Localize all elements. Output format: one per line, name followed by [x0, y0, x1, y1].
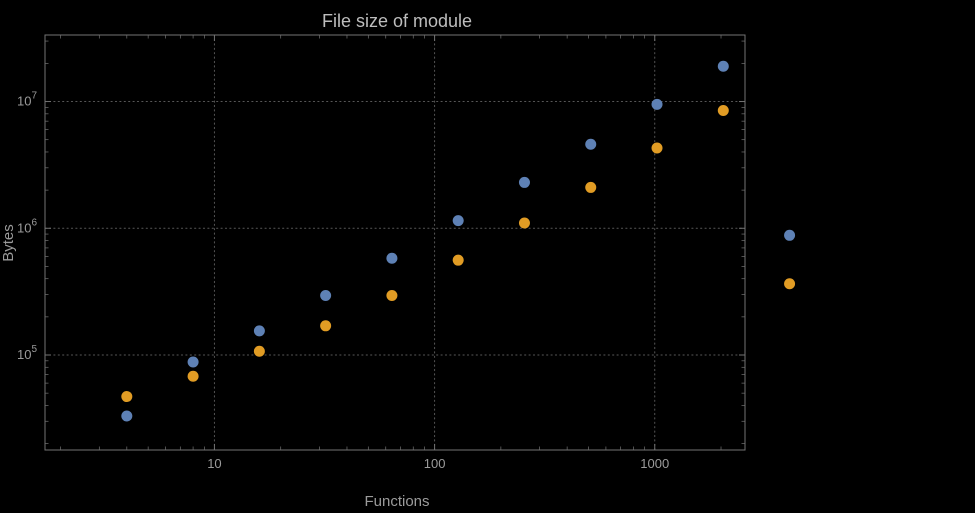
data-point [386, 289, 398, 301]
data-point [320, 289, 332, 301]
data-point [187, 356, 199, 368]
data-point [585, 138, 597, 150]
plot-frame [44, 34, 746, 451]
series-series2 [121, 104, 796, 403]
data-point [452, 215, 464, 227]
data-point [784, 229, 796, 241]
data-point [121, 410, 133, 422]
data-point [452, 254, 464, 266]
data-point [187, 370, 199, 382]
data-point [651, 98, 663, 110]
data-point [121, 391, 133, 403]
x-axis-label: Functions [364, 493, 429, 510]
data-points [121, 60, 796, 422]
y-tick-label: 107 [17, 91, 37, 109]
data-point [717, 60, 729, 72]
data-point [386, 252, 398, 264]
chart-title: File size of module [322, 11, 472, 31]
series-series1 [121, 60, 796, 422]
y-axis-label: Bytes [0, 224, 17, 262]
data-point [651, 142, 663, 154]
data-point [518, 217, 530, 229]
y-tick-label: 106 [17, 217, 37, 235]
gridlines [44, 34, 746, 451]
y-tick-label: 105 [17, 344, 37, 362]
data-point [320, 320, 332, 332]
data-point [717, 104, 729, 116]
tick-labels: 10 100 1000 105 106 107 [17, 91, 669, 471]
x-tick-label: 10 [207, 456, 221, 471]
data-point [253, 325, 265, 337]
data-point [585, 181, 597, 193]
axis-ticks [45, 35, 745, 450]
frame-rect [44, 34, 746, 451]
x-tick-label: 100 [424, 456, 446, 471]
data-point [253, 345, 265, 357]
data-point [518, 176, 530, 188]
data-point [784, 278, 796, 290]
x-tick-label: 1000 [640, 456, 669, 471]
